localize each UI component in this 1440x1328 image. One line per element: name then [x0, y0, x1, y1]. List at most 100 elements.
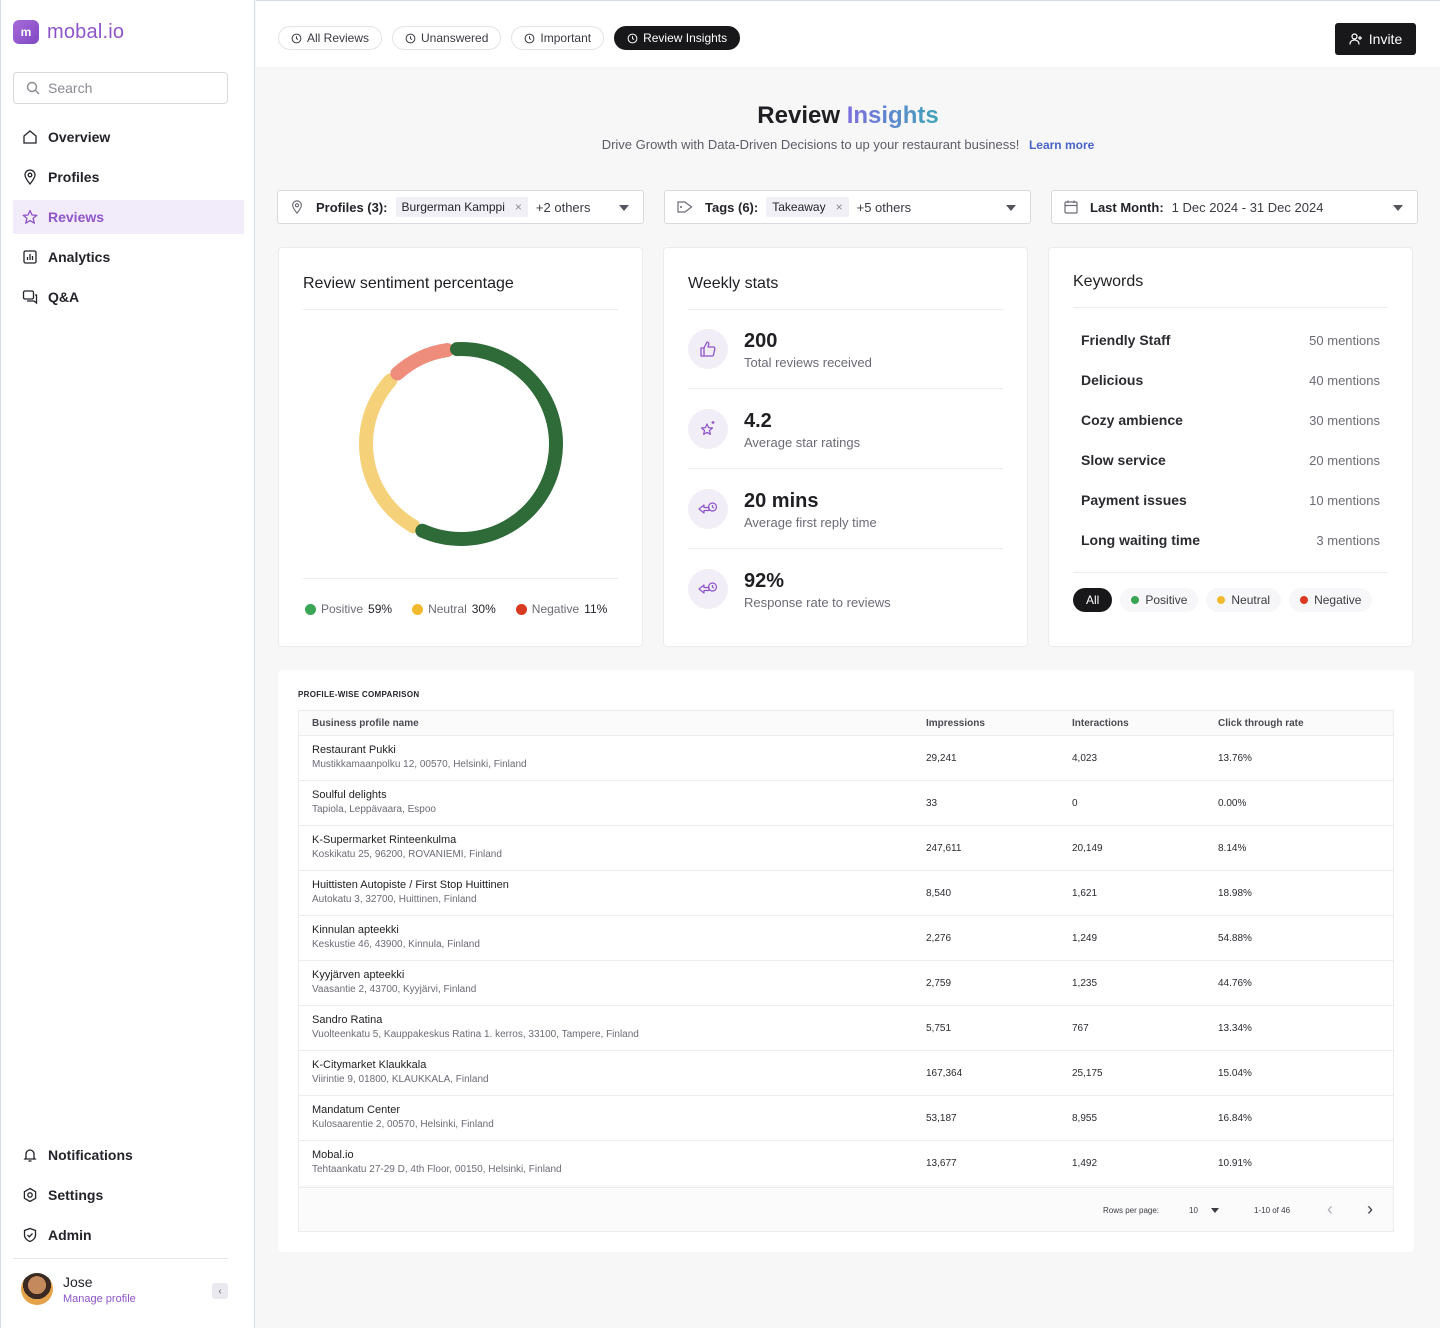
- sidebar-item-overview[interactable]: Overview: [13, 120, 244, 154]
- page-subtitle: Drive Growth with Data-Driven Decisions …: [256, 137, 1440, 152]
- column-header[interactable]: Impressions: [926, 717, 985, 729]
- close-icon[interactable]: ×: [514, 200, 522, 214]
- keyword-row[interactable]: Payment issues 10 mentions: [1081, 490, 1380, 510]
- chevron-left-icon[interactable]: ‹: [1327, 1199, 1333, 1219]
- tab-label: All: [1086, 593, 1100, 607]
- keyword-row[interactable]: Delicious 40 mentions: [1081, 370, 1380, 390]
- profiles-filter[interactable]: Profiles (3): Burgerman Kamppi × +2 other…: [277, 190, 644, 224]
- sidebar-item-label: Overview: [48, 129, 111, 145]
- sentiment-donut-chart: [359, 342, 563, 546]
- sentiment-title: Review sentiment percentage: [303, 275, 514, 292]
- column-header[interactable]: Interactions: [1072, 717, 1129, 729]
- neutral-segment[interactable]: [359, 373, 421, 534]
- interactions-cell: 1,235: [1072, 978, 1098, 989]
- business-address: Viirintie 9, 01800, KLAUKKALA, Finland: [312, 1074, 489, 1085]
- sidebar-item-settings[interactable]: Settings: [13, 1178, 244, 1212]
- topbar: All Reviews Unanswered Important Review …: [256, 0, 1440, 67]
- interactions-cell: 1,492: [1072, 1158, 1098, 1169]
- keyword-tab-neutral[interactable]: Neutral: [1206, 588, 1282, 612]
- tags-filter[interactable]: Tags (6): Takeaway × +5 others: [664, 190, 1031, 224]
- sidebar-item-reviews[interactable]: Reviews: [13, 200, 244, 234]
- legend-value: 30%: [471, 602, 496, 616]
- table-row[interactable]: K-Supermarket Rinteenkulma Koskikatu 25, …: [299, 825, 1393, 870]
- main-nav: Overview Profiles Reviews Analytics Q&A: [13, 120, 244, 320]
- tab-unanswered[interactable]: Unanswered: [392, 26, 502, 50]
- chevron-right-icon[interactable]: ›: [1367, 1199, 1373, 1219]
- chevron-down-icon: [1393, 205, 1403, 211]
- subtitle-text: Drive Growth with Data-Driven Decisions …: [601, 137, 1020, 152]
- ctr-cell: 18.98%: [1218, 888, 1252, 899]
- table-row[interactable]: Soulful delights Tapiola, Leppävaara, Esp…: [299, 780, 1393, 825]
- sidebar-item-profiles[interactable]: Profiles: [13, 160, 244, 194]
- keyword-row[interactable]: Cozy ambience 30 mentions: [1081, 410, 1380, 430]
- chevron-down-icon: [1006, 205, 1016, 211]
- user-profile[interactable]: Jose Manage profile ‹: [13, 1258, 228, 1305]
- keyword-row[interactable]: Slow service 20 mentions: [1081, 450, 1380, 470]
- logo[interactable]: m mobal.io: [13, 20, 124, 44]
- table-row[interactable]: Mandatum Center Kulosaarentie 2, 00570, H…: [299, 1095, 1393, 1140]
- table-row[interactable]: Kinnulan apteekki Keskustie 46, 43900, Ki…: [299, 915, 1393, 960]
- thumbs-up-icon: [688, 329, 728, 369]
- invite-button[interactable]: Invite: [1335, 23, 1416, 55]
- keyword-count: 50 mentions: [1309, 332, 1380, 348]
- date-filter[interactable]: Last Month: 1 Dec 2024 - 31 Dec 2024: [1051, 190, 1418, 224]
- positive-dot: [1131, 596, 1140, 604]
- tab-label: Positive: [1145, 593, 1188, 607]
- close-icon[interactable]: ×: [835, 200, 843, 214]
- keyword-row[interactable]: Long waiting time 3 mentions: [1081, 530, 1380, 550]
- sidebar-item-label: Settings: [48, 1187, 104, 1203]
- sidebar-item-analytics[interactable]: Analytics: [13, 240, 244, 274]
- bar-chart-icon: [23, 250, 37, 264]
- manage-profile-link[interactable]: Manage profile: [63, 1292, 136, 1305]
- keyword-name: Cozy ambience: [1081, 412, 1183, 428]
- keyword-row[interactable]: Friendly Staff 50 mentions: [1081, 330, 1380, 350]
- negative-dot: [1300, 596, 1309, 604]
- legend-neutral: Neutral 30%: [412, 602, 496, 616]
- tab-review-insights[interactable]: Review Insights: [614, 26, 741, 50]
- tags-others: +5 others: [856, 199, 912, 215]
- sidebar-item-admin[interactable]: Admin: [13, 1218, 244, 1252]
- column-header[interactable]: Click through rate: [1218, 717, 1304, 729]
- search-input[interactable]: Search: [13, 72, 228, 104]
- column-header[interactable]: Business profile name: [312, 717, 419, 729]
- keyword-tab-all[interactable]: All: [1073, 588, 1113, 612]
- clock-icon: [291, 33, 302, 43]
- interactions-cell: 25,175: [1072, 1068, 1103, 1079]
- chevron-down-icon[interactable]: [1211, 1208, 1219, 1213]
- keyword-tab-positive[interactable]: Positive: [1120, 588, 1199, 612]
- stat-value: 200: [744, 330, 778, 352]
- keyword-tab-negative[interactable]: Negative: [1289, 588, 1373, 612]
- page-title: Review Insights: [256, 102, 1440, 130]
- collapse-sidebar-button[interactable]: ‹: [212, 1283, 228, 1299]
- tab-all-reviews[interactable]: All Reviews: [278, 26, 383, 50]
- table-row[interactable]: K-Citymarket Klaukkala Viirintie 9, 01800…: [299, 1050, 1393, 1095]
- tab-important[interactable]: Important: [511, 26, 605, 50]
- negative-segment[interactable]: [390, 343, 455, 381]
- bell-icon: [23, 1149, 37, 1162]
- table-row[interactable]: Mobal.io Tehtaankatu 27-29 D, 4th Floor, …: [299, 1140, 1393, 1185]
- table-row[interactable]: Sandro Ratina Vuolteenkatu 5, Kauppakesku…: [299, 1005, 1393, 1050]
- table-row[interactable]: Kyyjärven apteekki Vaasantie 2, 43700, Ky…: [299, 960, 1393, 1005]
- keyword-name: Delicious: [1081, 372, 1144, 388]
- calendar-icon: [1064, 200, 1078, 214]
- ctr-cell: 44.76%: [1218, 978, 1252, 989]
- stat-average-rating: 4.2 Average star ratings: [688, 389, 1003, 469]
- sidebar-item-qa[interactable]: Q&A: [13, 280, 244, 314]
- table-row[interactable]: Restaurant Pukki Mustikkamaanpolku 12, 00…: [299, 735, 1393, 780]
- avatar: [21, 1273, 53, 1305]
- rows-per-page-select[interactable]: 10: [1189, 1206, 1198, 1215]
- learn-more-link[interactable]: Learn more: [1028, 138, 1095, 152]
- positive-segment[interactable]: [415, 342, 563, 546]
- search-placeholder: Search: [48, 80, 93, 96]
- sidebar-item-notifications[interactable]: Notifications: [13, 1138, 244, 1172]
- legend-value: 59%: [368, 602, 393, 616]
- interactions-cell: 767: [1072, 1023, 1089, 1034]
- keyword-count: 40 mentions: [1309, 372, 1380, 388]
- ctr-cell: 16.84%: [1218, 1113, 1252, 1124]
- fast-reply-icon: [688, 489, 728, 529]
- table-row[interactable]: Huittisten Autopiste / First Stop Huitti…: [299, 870, 1393, 915]
- tab-label: Negative: [1314, 593, 1362, 607]
- business-name: Restaurant Pukki: [312, 744, 396, 756]
- chip-text: Takeaway: [772, 200, 826, 214]
- ctr-cell: 0.00%: [1218, 798, 1247, 809]
